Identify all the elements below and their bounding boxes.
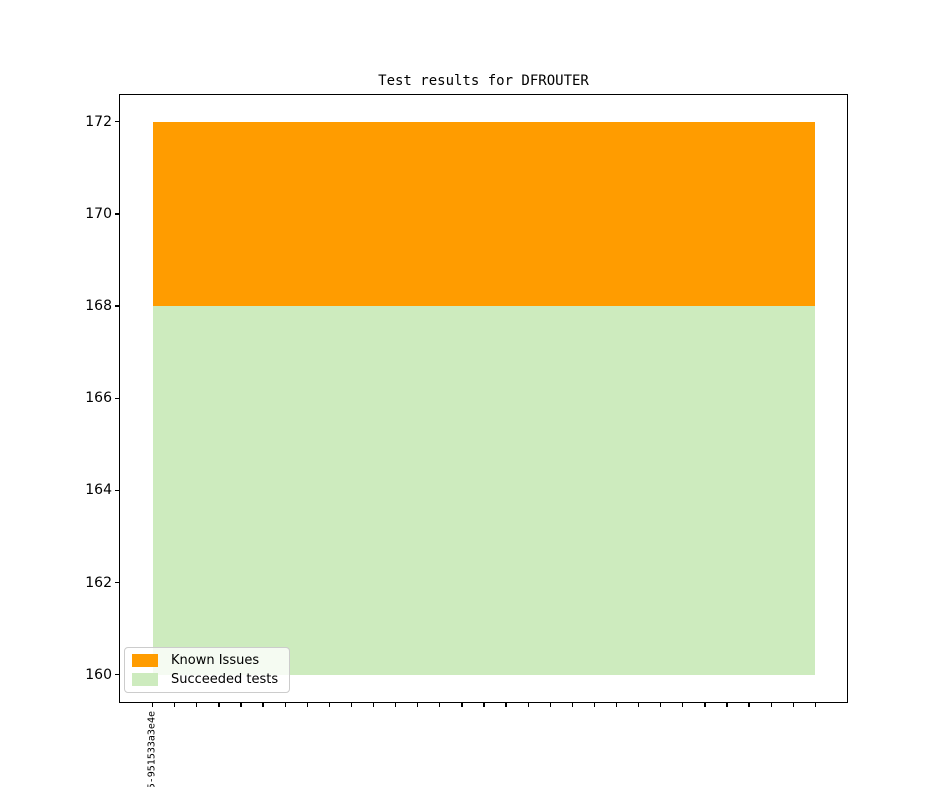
x-tick-mark — [505, 702, 507, 707]
x-tick-mark — [660, 702, 662, 707]
chart-title: Test results for DFROUTER — [378, 73, 589, 89]
legend-item-label: Succeeded tests — [171, 671, 279, 687]
legend: Known Issues Succeeded tests — [124, 647, 290, 693]
x-tick-mark — [417, 702, 419, 707]
y-tick-label: 168 — [85, 298, 112, 315]
plot-area — [119, 94, 848, 703]
x-tick-mark — [770, 702, 772, 707]
x-tick-mark — [218, 702, 220, 707]
legend-swatch — [132, 672, 158, 686]
x-tick-mark — [151, 702, 154, 707]
x-tick-mark — [174, 702, 176, 707]
x-tick-mark — [461, 702, 463, 707]
x-tick-mark — [262, 702, 264, 707]
x-tick-mark — [814, 702, 816, 707]
x-tick-mark — [328, 702, 330, 707]
x-tick-mark — [350, 702, 353, 707]
x-tick-mark — [571, 702, 573, 707]
area-succeeded-tests — [152, 306, 816, 675]
y-tick-label: 164 — [85, 482, 112, 499]
x-tick-label: 5-951533a3e4e — [146, 711, 158, 787]
x-tick-mark — [704, 702, 706, 707]
y-tick-label: 160 — [85, 666, 112, 683]
y-tick-label: 170 — [85, 205, 112, 222]
x-tick-mark — [439, 702, 441, 707]
x-tick-mark — [527, 702, 529, 707]
x-tick-mark — [306, 702, 308, 707]
x-tick-mark — [748, 702, 750, 707]
x-tick-mark — [682, 702, 684, 707]
y-tick-mark — [115, 674, 119, 676]
y-tick-mark — [115, 581, 119, 584]
x-tick-mark — [372, 702, 375, 707]
x-tick-mark — [549, 702, 551, 707]
x-tick-mark — [726, 702, 728, 707]
y-tick-mark — [115, 489, 119, 492]
legend-item: Known Issues — [132, 653, 282, 668]
y-tick-label: 162 — [85, 574, 112, 591]
y-tick-label: 166 — [85, 390, 112, 407]
x-tick-mark — [593, 702, 596, 707]
x-tick-mark — [196, 702, 198, 707]
y-tick-label: 172 — [85, 113, 112, 130]
y-tick-mark — [115, 305, 119, 307]
legend-item: Succeeded tests — [132, 672, 282, 687]
area-known-issues — [152, 121, 816, 307]
legend-swatch — [132, 654, 158, 668]
y-tick-mark — [115, 213, 119, 215]
x-tick-mark — [792, 702, 794, 707]
x-tick-mark — [394, 702, 397, 707]
y-tick-mark — [115, 397, 119, 399]
x-tick-mark — [240, 702, 242, 707]
x-tick-mark — [284, 702, 286, 707]
x-tick-mark — [637, 702, 640, 707]
y-tick-mark — [115, 121, 119, 123]
legend-item-label: Known Issues — [171, 653, 260, 669]
x-tick-mark — [615, 702, 618, 707]
x-tick-mark — [483, 702, 485, 707]
